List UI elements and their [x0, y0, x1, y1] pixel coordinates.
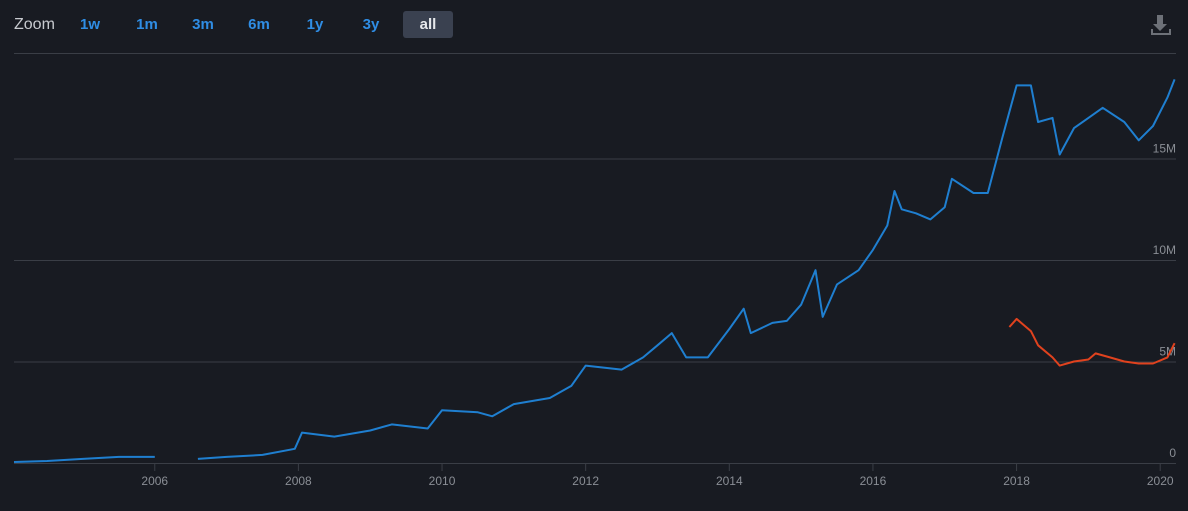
zoom-button[interactable]: all: [403, 11, 453, 38]
x-tick-label: 2016: [860, 474, 887, 488]
series-line: [1009, 319, 1174, 366]
y-tick-label: 10M: [1153, 243, 1176, 257]
x-tick-label: 2014: [716, 474, 743, 488]
series-line: [14, 79, 1175, 462]
zoom-button[interactable]: 1w: [80, 16, 100, 33]
x-tick-label: 2010: [429, 474, 456, 488]
x-tick-label: 2018: [1003, 474, 1030, 488]
zoom-button[interactable]: 1m: [136, 16, 158, 33]
zoom-button[interactable]: 3y: [363, 16, 380, 33]
zoom-button[interactable]: 6m: [248, 16, 270, 33]
x-tick-label: 2006: [141, 474, 168, 488]
zoom-button-label[interactable]: 3m: [192, 16, 214, 33]
zoom-label: Zoom: [14, 16, 55, 33]
x-tick-label: 2020: [1147, 474, 1174, 488]
zoom-button[interactable]: 1y: [307, 16, 324, 33]
download-button[interactable]: [1146, 10, 1176, 40]
zoom-button-label[interactable]: 1m: [136, 16, 158, 33]
zoom-button-label[interactable]: 6m: [248, 16, 270, 33]
y-tick-label: 15M: [1153, 142, 1176, 156]
zoom-buttons: 1w 1m 3m 6m 1y 3y all: [80, 11, 453, 38]
zoom-button[interactable]: 3m: [192, 16, 214, 33]
y-tick-label: 0: [1169, 446, 1176, 460]
zoom-button-label[interactable]: 3y: [363, 16, 380, 33]
zoom-button-label[interactable]: 1w: [80, 16, 100, 33]
x-tick-label: 2012: [572, 474, 599, 488]
x-tick-label: 2008: [285, 474, 312, 488]
zoom-button-label[interactable]: 1y: [307, 16, 324, 33]
zoom-button-label[interactable]: all: [420, 16, 437, 33]
